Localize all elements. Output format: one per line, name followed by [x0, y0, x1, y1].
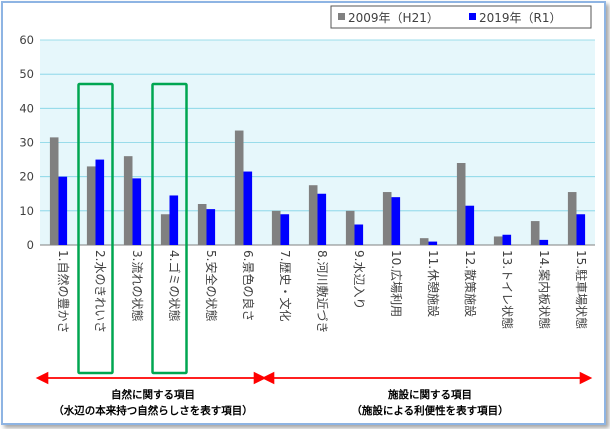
- bar-2019-14: [539, 239, 549, 245]
- y-axis-ticks: 0 10 20 30 40 50 60: [19, 33, 34, 252]
- x-tick-label-8: 8.河川敷近づき: [315, 250, 330, 333]
- bars: [49, 130, 586, 245]
- natural-group-subtitle: （水辺の本来持つ自然らしさを表す項目）: [53, 404, 253, 417]
- legend-swatch-2009: [338, 13, 345, 20]
- x-tick-label-7: 7.歴史・文化: [278, 250, 293, 321]
- y-tick-label: 50: [19, 67, 34, 81]
- bar-2019-5: [206, 209, 216, 245]
- bar-2009-6: [234, 130, 244, 245]
- x-tick-label-10: 10.広場利用: [389, 250, 403, 317]
- x-tick-label-3: 3.流れの状態: [130, 250, 145, 321]
- bar-2009-4: [160, 214, 170, 245]
- legend: 2009年（H21） 2019年（R1）: [330, 5, 592, 29]
- bar-2019-11: [428, 241, 438, 245]
- x-tick-label-12: 12.散策施設: [463, 250, 478, 317]
- y-tick-label: 60: [19, 33, 34, 47]
- bar-2009-8: [308, 185, 318, 245]
- x-tick-label-6: 6.景色の良さ: [241, 250, 256, 321]
- x-tick-label-14: 14.案内板状態: [537, 250, 552, 329]
- bar-2009-3: [123, 156, 133, 245]
- bar-2019-2: [95, 159, 105, 245]
- bar-2009-14: [530, 221, 540, 245]
- legend-box: [330, 5, 592, 29]
- x-tick-label-9: 9.水辺入り: [352, 250, 366, 309]
- y-tick-label: 40: [19, 101, 34, 115]
- bar-2019-1: [58, 176, 68, 245]
- bar-2019-3: [132, 178, 142, 245]
- bar-2009-7: [271, 210, 281, 245]
- y-tick-label: 20: [19, 170, 34, 184]
- bar-2009-13: [493, 236, 503, 245]
- bar-2019-4: [169, 195, 179, 245]
- bar-2009-9: [345, 210, 355, 245]
- legend-label-2009: 2009年（H21）: [348, 11, 439, 25]
- bar-2009-15: [567, 192, 577, 245]
- facility-group-subtitle: （施設による利便性を表す項目）: [351, 404, 508, 417]
- x-tick-label-15: 15.駐車場状態: [574, 250, 589, 329]
- bar-2019-6: [243, 171, 253, 245]
- bar-2009-2: [86, 166, 96, 245]
- bar-2009-5: [197, 204, 207, 245]
- legend-label-2019: 2019年（R1）: [479, 11, 562, 25]
- x-tick-label-5: 5.安全の状態: [204, 250, 219, 321]
- y-tick-label: 0: [27, 238, 34, 252]
- y-tick-label: 30: [19, 136, 34, 150]
- x-tick-label-2: 2.水のきれいさ: [93, 250, 107, 333]
- bar-2019-12: [465, 205, 475, 245]
- natural-group-title: 自然に関する項目: [111, 388, 195, 401]
- bar-2009-11: [419, 238, 429, 245]
- bar-2019-8: [317, 193, 327, 245]
- x-tick-label-1: 1.自然の豊かさ: [56, 250, 71, 333]
- bar-2009-12: [456, 163, 466, 245]
- facility-group-title: 施設に関する項目: [388, 388, 472, 401]
- bar-2019-15: [576, 214, 586, 245]
- x-axis-labels: 1.自然の豊かさ 2.水のきれいさ 3.流れの状態 4.ゴミの状態 5.安全の状態 6.景…: [56, 250, 589, 333]
- x-tick-label-4: 4.ゴミの状態: [167, 250, 182, 321]
- bar-2019-7: [280, 214, 290, 245]
- bar-2009-10: [382, 192, 392, 245]
- bar-2009-1: [49, 137, 59, 245]
- y-tick-label: 10: [19, 204, 34, 218]
- bar-2019-13: [502, 234, 512, 245]
- x-tick-label-11: 11.休憩施設: [426, 250, 441, 317]
- legend-swatch-2019: [469, 13, 476, 20]
- x-tick-label-13: 13.トイレ状態: [500, 250, 515, 329]
- bar-2019-9: [354, 224, 364, 245]
- bar-2019-10: [391, 197, 401, 245]
